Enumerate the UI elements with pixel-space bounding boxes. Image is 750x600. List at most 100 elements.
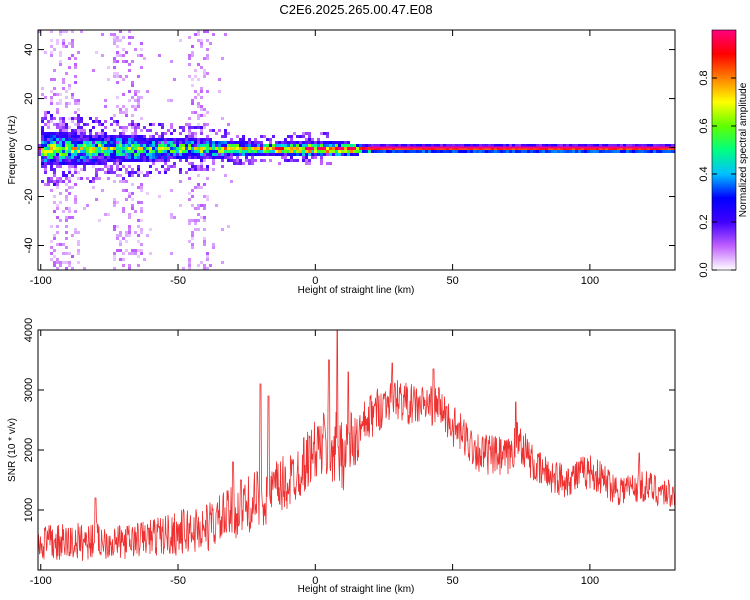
heatmap-cell bbox=[167, 129, 170, 132]
heatmap-cell bbox=[83, 123, 86, 126]
heatmap-cell bbox=[191, 234, 194, 237]
heatmap-cell bbox=[200, 165, 203, 168]
heatmap-cell bbox=[215, 144, 218, 147]
heatmap-cell bbox=[269, 141, 272, 144]
heatmap-cell bbox=[86, 144, 89, 147]
heatmap-cell bbox=[50, 39, 53, 42]
heatmap-cell bbox=[524, 150, 527, 153]
heatmap-cell bbox=[191, 111, 194, 114]
heatmap-cell bbox=[65, 174, 68, 177]
heatmap-cell bbox=[224, 141, 227, 144]
heatmap-cell bbox=[287, 135, 290, 138]
heatmap-cell bbox=[62, 45, 65, 48]
heatmap-cell bbox=[239, 159, 242, 162]
heatmap-cell bbox=[104, 141, 107, 144]
heatmap-cell bbox=[74, 168, 77, 171]
heatmap-cell bbox=[209, 138, 212, 141]
heatmap-cell bbox=[428, 144, 431, 147]
heatmap-cell bbox=[131, 144, 134, 147]
heatmap-cell bbox=[59, 141, 62, 144]
heatmap-cell bbox=[71, 120, 74, 123]
heatmap-cell bbox=[431, 150, 434, 153]
heatmap-cell bbox=[128, 264, 131, 267]
y-tick-label: 3000 bbox=[23, 378, 35, 402]
heatmap-cell bbox=[293, 132, 296, 135]
heatmap-cell bbox=[56, 261, 59, 264]
heatmap-cell bbox=[194, 69, 197, 72]
heatmap-cell bbox=[332, 144, 335, 147]
heatmap-cell bbox=[203, 108, 206, 111]
heatmap-cell bbox=[74, 198, 77, 201]
heatmap-cell bbox=[125, 51, 128, 54]
heatmap-cell bbox=[122, 147, 125, 150]
spectrogram-y-axis-label: Frequency (Hz) bbox=[7, 116, 18, 185]
heatmap-cell bbox=[65, 252, 68, 255]
heatmap-cell bbox=[62, 30, 65, 33]
heatmap-cell bbox=[113, 129, 116, 132]
heatmap-cell bbox=[401, 150, 404, 153]
heatmap-cell bbox=[347, 144, 350, 147]
heatmap-cell bbox=[278, 141, 281, 144]
heatmap-cell bbox=[158, 153, 161, 156]
heatmap-cell bbox=[188, 192, 191, 195]
heatmap-cell bbox=[173, 153, 176, 156]
heatmap-cell bbox=[191, 195, 194, 198]
heatmap-cell bbox=[515, 150, 518, 153]
heatmap-cell bbox=[194, 138, 197, 141]
heatmap-cell bbox=[170, 153, 173, 156]
heatmap-cell bbox=[197, 174, 200, 177]
heatmap-cell bbox=[134, 126, 137, 129]
heatmap-cell bbox=[299, 135, 302, 138]
heatmap-cell bbox=[170, 147, 173, 150]
heatmap-cell bbox=[50, 258, 53, 261]
heatmap-cell bbox=[134, 159, 137, 162]
heatmap-cell bbox=[221, 150, 224, 153]
heatmap-cell bbox=[197, 219, 200, 222]
heatmap-cell bbox=[74, 135, 77, 138]
heatmap-cell bbox=[77, 144, 80, 147]
heatmap-cell bbox=[188, 222, 191, 225]
heatmap-cell bbox=[128, 165, 131, 168]
heatmap-cell bbox=[113, 75, 116, 78]
heatmap-cell bbox=[506, 144, 509, 147]
heatmap-cell bbox=[131, 153, 134, 156]
heatmap-cell bbox=[74, 201, 77, 204]
heatmap-cell bbox=[308, 162, 311, 165]
heatmap-cell bbox=[314, 153, 317, 156]
heatmap-cell bbox=[296, 141, 299, 144]
heatmap-cell bbox=[206, 168, 209, 171]
y-tick-label: 0 bbox=[23, 144, 35, 150]
heatmap-cell bbox=[119, 174, 122, 177]
heatmap-cell bbox=[101, 54, 104, 57]
heatmap-cell bbox=[80, 153, 83, 156]
heatmap-cell bbox=[134, 90, 137, 93]
heatmap-cell bbox=[218, 150, 221, 153]
heatmap-cell bbox=[185, 159, 188, 162]
heatmap-cell bbox=[206, 255, 209, 258]
heatmap-cell bbox=[317, 147, 320, 150]
heatmap-cell bbox=[200, 204, 203, 207]
heatmap-cell bbox=[215, 147, 218, 150]
heatmap-cell bbox=[134, 153, 137, 156]
heatmap-cell bbox=[113, 135, 116, 138]
heatmap-cell bbox=[77, 177, 80, 180]
heatmap-cell bbox=[41, 159, 44, 162]
heatmap-cell bbox=[137, 201, 140, 204]
heatmap-cell bbox=[314, 144, 317, 147]
heatmap-cell bbox=[230, 150, 233, 153]
heatmap-cell bbox=[83, 162, 86, 165]
heatmap-cell bbox=[113, 42, 116, 45]
heatmap-cell bbox=[131, 141, 134, 144]
heatmap-cell bbox=[140, 135, 143, 138]
heatmap-cell bbox=[167, 144, 170, 147]
heatmap-cell bbox=[122, 135, 125, 138]
heatmap-cell bbox=[194, 126, 197, 129]
heatmap-cell bbox=[206, 39, 209, 42]
heatmap-cell bbox=[125, 114, 128, 117]
heatmap-cell bbox=[218, 156, 221, 159]
heatmap-cell bbox=[548, 150, 551, 153]
heatmap-cell bbox=[137, 102, 140, 105]
heatmap-cell bbox=[302, 135, 305, 138]
heatmap-cell bbox=[194, 147, 197, 150]
heatmap-cell bbox=[206, 252, 209, 255]
